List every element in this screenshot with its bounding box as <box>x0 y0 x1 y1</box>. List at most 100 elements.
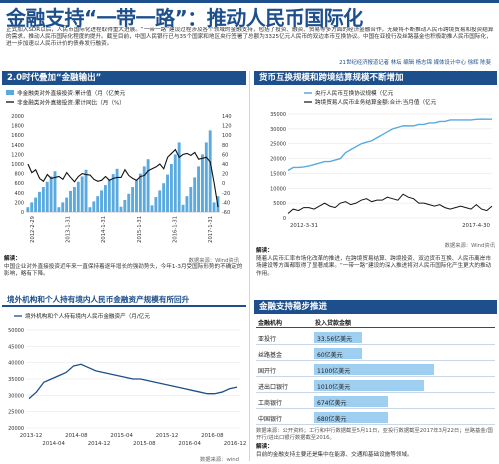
y-left-tick-label: 2000 <box>11 114 24 120</box>
bar <box>146 159 150 212</box>
bar <box>34 197 38 212</box>
panel1-heading: 2.0时代叠加“金融输出” <box>2 71 246 85</box>
amount-label: 60亿美元 <box>317 352 343 359</box>
x-tick-label: 2013-12 <box>20 433 43 439</box>
amount-bar <box>314 332 362 343</box>
y-tick-label: 20000 <box>270 157 286 163</box>
institution-name: 亚投行 <box>258 336 277 343</box>
bar <box>38 191 41 212</box>
y-tick-label: 20000 <box>8 426 24 432</box>
bar <box>131 187 135 212</box>
bar <box>169 164 173 212</box>
bar <box>181 204 185 212</box>
y-left-tick-label: 1800 <box>11 124 24 130</box>
bar <box>100 190 103 212</box>
panel4-col1-header: 金融机构 <box>258 320 283 327</box>
y-tick-label: 10000 <box>270 186 286 192</box>
y-tick-label: 35000 <box>270 112 286 118</box>
institution-name: 工商银行 <box>258 400 283 407</box>
amount-label: 680亿美元 <box>317 416 347 423</box>
bar <box>193 177 197 212</box>
bar <box>96 196 100 212</box>
y-tick-label: 15000 <box>270 171 286 177</box>
y-right-tick-label: 60 <box>222 152 228 158</box>
x-tick-label: 2017-4-30 <box>462 223 490 229</box>
bar <box>69 190 72 212</box>
bar <box>158 190 162 212</box>
y-right-tick-label: 120 <box>222 124 232 130</box>
amount-bar <box>314 364 434 375</box>
x-tick-label: 2016-08 <box>201 433 224 439</box>
bar <box>142 166 146 212</box>
panel2-chart: 央行人民币互换协议规模（亿元 跨境贸易人民币业务结算金额:合计:当月值（亿元 0 50… <box>254 86 497 240</box>
panel4-heading: 金融支持稳步推进 <box>254 300 497 314</box>
legend-label-bars: 非金融类对外直接投资:累计值（月（亿美元 <box>17 89 126 97</box>
y-tick-label: 30000 <box>8 393 24 399</box>
x-tick-label: 2017-1-31 <box>208 216 214 243</box>
bar <box>208 130 212 212</box>
y-left-tick-label: 1400 <box>11 143 24 149</box>
panel4-table: 亚投行 33.56亿美元 丝路基金 60亿美元 国开行 1100亿美元进出口银行 1010亿… <box>256 330 495 430</box>
table-row: 进出口银行 1010亿美元 <box>256 378 495 393</box>
y-left-tick-label: 600 <box>14 181 24 187</box>
bar <box>123 200 127 212</box>
bar <box>189 187 193 212</box>
y-right-tick-label: 80 <box>222 143 228 149</box>
table-row: 亚投行 33.56亿美元 <box>256 330 495 345</box>
y-tick-label: 5000 <box>273 201 286 207</box>
bar <box>72 187 76 212</box>
line-series-settlement <box>287 193 493 214</box>
y-left-tick-label: 0 <box>21 210 24 216</box>
amount-label: 674亿美元 <box>317 400 347 407</box>
x-tick-label: 2015-1-31 <box>137 216 143 243</box>
bar <box>119 206 123 212</box>
bar <box>41 187 45 212</box>
panel4-col2-header: 投入贷款金额 <box>315 320 352 327</box>
x-tick-label: 2014-1-31 <box>101 216 107 243</box>
panel2-source: 数据来源：Wind资讯 <box>444 243 495 249</box>
amount-bar <box>314 412 389 423</box>
legend-label-swap: 央行人民币互换协议规模（亿元 <box>315 89 394 97</box>
amount-bar <box>314 396 388 407</box>
bar <box>88 207 92 212</box>
panel4-header-rule <box>256 327 495 328</box>
bar <box>104 185 107 212</box>
line-series-yoy <box>27 148 219 208</box>
y-left-tick-label: 200 <box>14 200 24 206</box>
bar <box>150 205 154 212</box>
bar <box>65 197 69 212</box>
table-row: 中国银行 680亿美元 <box>256 410 495 425</box>
bar <box>111 174 115 212</box>
x-tick-label: 2016-1-31 <box>172 216 178 243</box>
y-tick-label: 25000 <box>8 410 24 416</box>
x-tick-label: 2013-1-31 <box>66 216 72 243</box>
y-right-tick-label: 0 <box>222 181 225 187</box>
bar <box>45 181 49 212</box>
panel4-note-title: 解读： <box>256 444 273 450</box>
x-tick-label: 2015-04 <box>110 433 133 439</box>
panel3-chart: 境外机构和个人持有境内人民币金融资产（月/亿元 20000 25000 30000 35… <box>2 310 246 453</box>
y-right-tick-label: -20 <box>222 191 230 197</box>
bar <box>135 180 138 212</box>
amount-label: 1010亿美元 <box>317 384 351 391</box>
bar <box>76 181 80 212</box>
panel3-svg: 境外机构和个人持有境内人民币金融资产（月/亿元 20000 25000 30000 35… <box>8 312 246 447</box>
bar <box>166 174 169 212</box>
bar <box>201 154 204 212</box>
y-tick-label: 25000 <box>270 142 286 148</box>
table-row: 国开行 1100亿美元 <box>256 362 495 377</box>
y-tick-label: 50000 <box>8 328 24 334</box>
x-tick-label: 2016-12 <box>224 441 246 447</box>
panel4-source: 数据来源：公开资料；工行和中行数据截至5月11日，亚投行数据截至2017年3月2… <box>256 428 493 441</box>
y-right-tick-label: 140 <box>222 114 232 120</box>
bar <box>84 169 88 212</box>
bar <box>30 202 34 212</box>
table-row: 工商银行 674亿美元 <box>256 394 495 409</box>
column-divider <box>249 71 250 461</box>
institution-name: 进出口银行 <box>258 384 289 391</box>
bar <box>204 142 208 212</box>
panel3-heading: 境外机构和个人持有境内人民币金融资产规模有所回升 <box>2 293 246 307</box>
table-row: 丝路基金 60亿美元 <box>256 346 495 361</box>
y-left-tick-label: 1000 <box>11 162 24 168</box>
bar <box>177 142 181 212</box>
